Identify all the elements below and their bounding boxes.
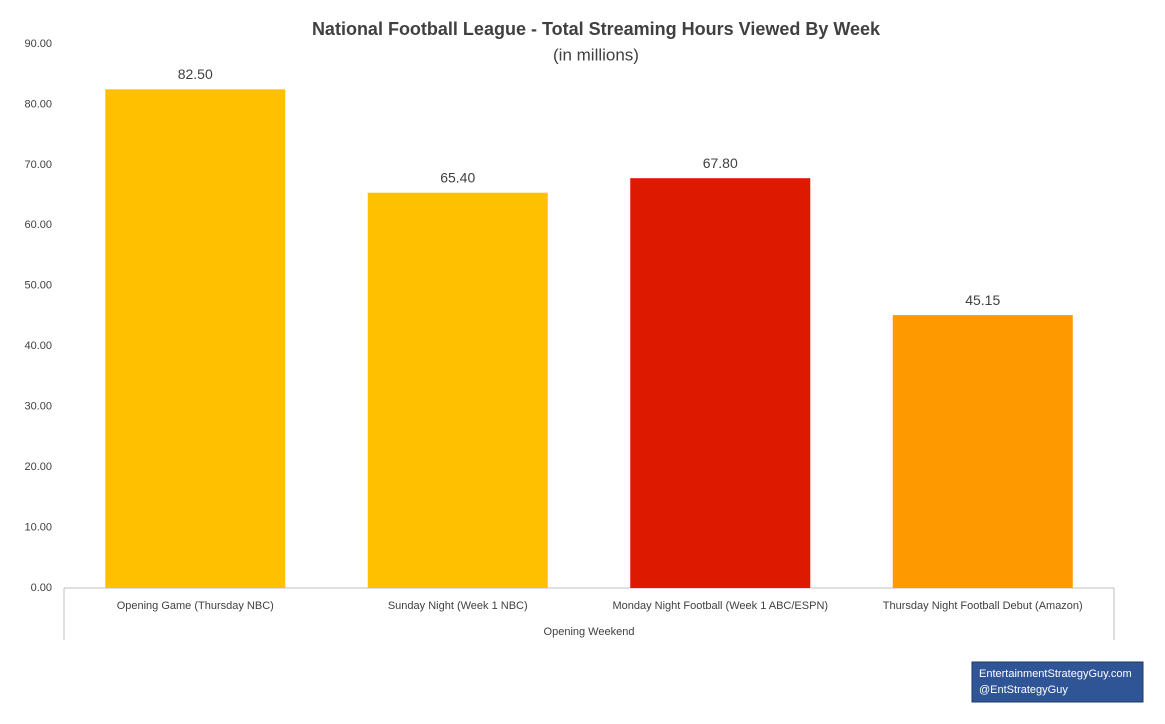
footer-text: @EntStrategyGuy	[979, 684, 1068, 696]
x-tick-label: Thursday Night Football Debut (Amazon)	[883, 600, 1083, 612]
group-label: Opening Weekend	[544, 626, 635, 638]
x-tick-label: Sunday Night (Week 1 NBC)	[388, 600, 528, 612]
bar	[105, 89, 286, 588]
y-tick-label: 80.00	[24, 98, 52, 110]
y-tick-label: 10.00	[24, 521, 52, 533]
chart-title: National Football League - Total Streami…	[312, 19, 881, 39]
chart-subtitle: (in millions)	[553, 45, 639, 64]
y-tick-label: 0.00	[31, 582, 52, 594]
y-tick-label: 30.00	[24, 401, 52, 413]
y-tick-label: 60.00	[24, 219, 52, 231]
y-tick-label: 40.00	[24, 340, 52, 352]
value-label: 67.80	[703, 155, 738, 171]
x-tick-label: Monday Night Football (Week 1 ABC/ESPN)	[612, 600, 828, 612]
y-tick-label: 70.00	[24, 159, 52, 171]
bar	[630, 178, 811, 589]
y-tick-label: 50.00	[24, 280, 52, 292]
footer-text: EntertainmentStrategyGuy.com	[979, 668, 1132, 680]
value-label: 45.15	[965, 292, 1000, 308]
x-tick-label: Opening Game (Thursday NBC)	[117, 600, 274, 612]
value-label: 82.50	[178, 66, 213, 82]
bar	[892, 315, 1073, 588]
footer-box	[971, 661, 1144, 703]
value-label: 65.40	[440, 169, 475, 185]
y-tick-label: 90.00	[24, 38, 52, 50]
y-tick-label: 20.00	[24, 461, 52, 473]
bar	[367, 192, 548, 588]
